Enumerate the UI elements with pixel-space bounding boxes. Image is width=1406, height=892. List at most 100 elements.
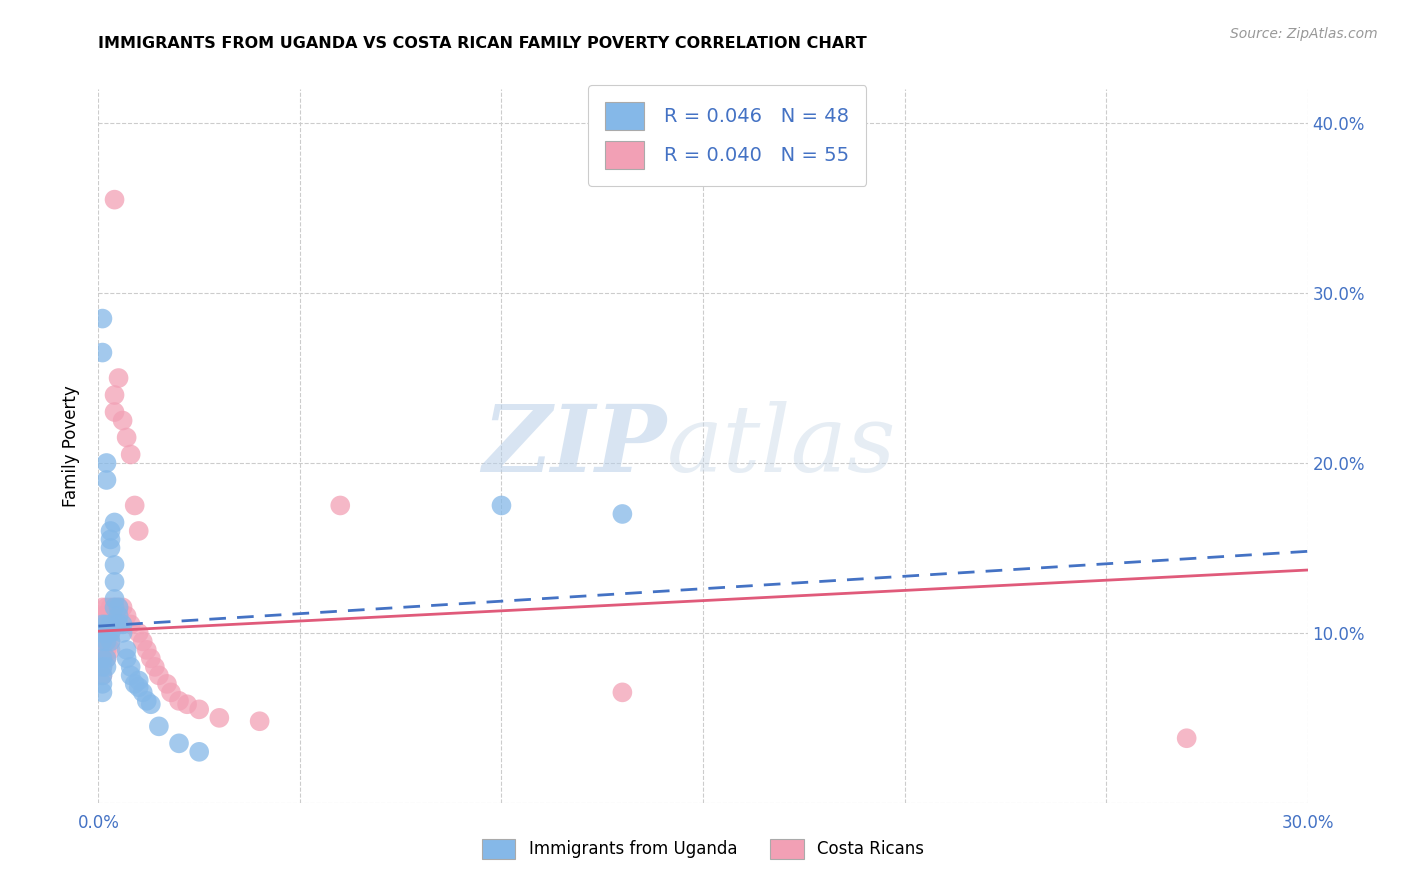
Point bbox=[91, 617, 114, 632]
Point bbox=[491, 499, 513, 513]
Point bbox=[103, 405, 125, 419]
Point bbox=[96, 617, 118, 632]
Y-axis label: Family Poverty: Family Poverty bbox=[62, 385, 80, 507]
Point bbox=[107, 371, 129, 385]
Point bbox=[96, 626, 118, 640]
Point bbox=[208, 711, 231, 725]
Point bbox=[103, 591, 125, 606]
Point bbox=[124, 499, 146, 513]
Point bbox=[103, 388, 125, 402]
Text: IMMIGRANTS FROM UGANDA VS COSTA RICAN FAMILY POVERTY CORRELATION CHART: IMMIGRANTS FROM UGANDA VS COSTA RICAN FA… bbox=[98, 36, 868, 51]
Point bbox=[100, 541, 122, 555]
Legend: Immigrants from Uganda, Costa Ricans: Immigrants from Uganda, Costa Ricans bbox=[475, 832, 931, 866]
Point bbox=[107, 608, 129, 623]
Text: ZIP: ZIP bbox=[482, 401, 666, 491]
Point bbox=[100, 600, 122, 615]
Point bbox=[100, 626, 122, 640]
Text: Source: ZipAtlas.com: Source: ZipAtlas.com bbox=[1230, 27, 1378, 41]
Point bbox=[120, 668, 142, 682]
Point bbox=[103, 617, 125, 632]
Point bbox=[103, 558, 125, 572]
Point bbox=[128, 524, 150, 538]
Point bbox=[91, 643, 114, 657]
Point bbox=[128, 626, 150, 640]
Point bbox=[96, 456, 118, 470]
Point bbox=[111, 600, 134, 615]
Point bbox=[91, 634, 114, 648]
Point bbox=[132, 634, 155, 648]
Point bbox=[120, 617, 142, 632]
Point bbox=[91, 634, 114, 648]
Point bbox=[115, 651, 138, 665]
Point bbox=[96, 600, 118, 615]
Point bbox=[91, 685, 114, 699]
Point bbox=[111, 413, 134, 427]
Point bbox=[167, 694, 190, 708]
Point bbox=[160, 685, 183, 699]
Point bbox=[100, 643, 122, 657]
Point bbox=[124, 677, 146, 691]
Text: atlas: atlas bbox=[666, 401, 896, 491]
Point bbox=[96, 634, 118, 648]
Point bbox=[96, 651, 118, 665]
Point bbox=[100, 533, 122, 547]
Point bbox=[139, 698, 162, 712]
Point bbox=[100, 634, 122, 648]
Point bbox=[107, 600, 129, 615]
Point bbox=[91, 608, 114, 623]
Point bbox=[103, 516, 125, 530]
Point bbox=[100, 524, 122, 538]
Point bbox=[188, 702, 211, 716]
Point bbox=[96, 608, 118, 623]
Point bbox=[115, 608, 138, 623]
Point bbox=[107, 600, 129, 615]
Point bbox=[91, 345, 114, 359]
Point bbox=[103, 600, 125, 615]
Point bbox=[139, 651, 162, 665]
Point bbox=[135, 643, 157, 657]
Point bbox=[128, 680, 150, 694]
Point bbox=[91, 668, 114, 682]
Point bbox=[100, 617, 122, 632]
Point bbox=[128, 673, 150, 688]
Point bbox=[120, 660, 142, 674]
Point bbox=[120, 448, 142, 462]
Point bbox=[103, 600, 125, 615]
Point bbox=[176, 698, 198, 712]
Point bbox=[96, 473, 118, 487]
Point bbox=[329, 499, 352, 513]
Point bbox=[96, 634, 118, 648]
Point bbox=[96, 617, 118, 632]
Point bbox=[91, 600, 114, 615]
Point bbox=[167, 736, 190, 750]
Point bbox=[100, 634, 122, 648]
Point bbox=[148, 719, 170, 733]
Point bbox=[91, 660, 114, 674]
Point bbox=[96, 626, 118, 640]
Point bbox=[107, 617, 129, 632]
Point bbox=[111, 617, 134, 632]
Point bbox=[249, 714, 271, 729]
Point bbox=[91, 651, 114, 665]
Point bbox=[115, 430, 138, 444]
Point bbox=[96, 660, 118, 674]
Point bbox=[612, 685, 634, 699]
Point bbox=[148, 668, 170, 682]
Point bbox=[1175, 731, 1198, 746]
Point bbox=[96, 643, 118, 657]
Point bbox=[91, 626, 114, 640]
Point bbox=[107, 608, 129, 623]
Point bbox=[91, 668, 114, 682]
Point bbox=[91, 311, 114, 326]
Point bbox=[91, 626, 114, 640]
Point bbox=[111, 626, 134, 640]
Point bbox=[91, 651, 114, 665]
Point bbox=[188, 745, 211, 759]
Point bbox=[96, 651, 118, 665]
Point bbox=[156, 677, 179, 691]
Point bbox=[100, 608, 122, 623]
Point bbox=[103, 193, 125, 207]
Point bbox=[91, 617, 114, 632]
Point bbox=[132, 685, 155, 699]
Point bbox=[143, 660, 166, 674]
